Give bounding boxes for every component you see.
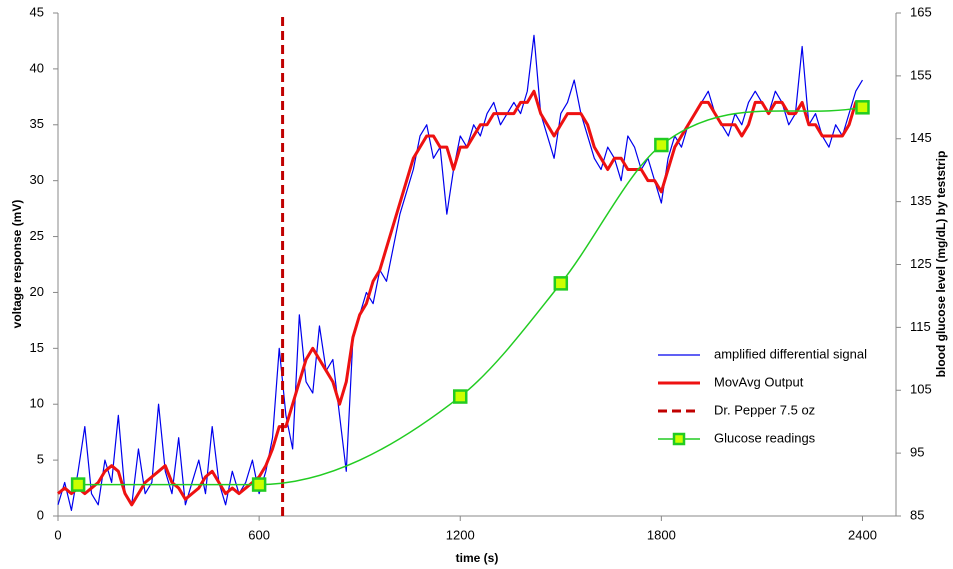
y-tick-label: 0 [37,507,44,522]
y-tick-label: 30 [30,172,44,187]
y-tick-label: 25 [30,228,44,243]
x-tick-label: 2400 [848,527,877,542]
y-tick-label: 35 [30,116,44,131]
x-axis-label: time (s) [456,551,499,565]
marker [251,477,267,492]
legend-label: MovAvg Output [714,374,804,389]
marker [553,276,569,291]
y-axis-label: voltage response (mV) [10,200,24,329]
marker [654,137,669,153]
y-tick-label: 40 [30,60,44,75]
y2-tick-label: 165 [910,4,932,19]
y-tick-label: 15 [30,340,44,355]
y-tick-label: 10 [30,396,44,411]
y2-tick-label: 95 [910,445,924,460]
marker [855,100,870,115]
series-line [57,89,863,507]
y2-tick-label: 85 [910,507,924,522]
y2-tick-label: 115 [910,319,931,334]
x-tick-label: 600 [248,527,270,542]
y2-axis-label: blood glucose level (mg/dL) by teststrip [934,151,948,378]
y-tick-label: 20 [30,284,44,299]
y-tick-label: 5 [37,452,44,467]
legend-label: Glucose readings [714,430,816,445]
series-line [78,106,863,486]
legend-label: Dr. Pepper 7.5 oz [714,402,815,417]
series-line [57,34,863,512]
marker [70,477,86,492]
y2-tick-label: 125 [910,256,932,271]
y2-tick-label: 135 [910,193,932,208]
y2-tick-label: 155 [910,67,932,82]
x-tick-label: 0 [54,527,61,542]
y2-tick-label: 145 [910,130,932,145]
y-tick-label: 45 [30,4,44,19]
legend-marker [672,432,686,446]
x-tick-label: 1800 [647,527,676,542]
marker [452,389,468,404]
y2-tick-label: 105 [910,382,932,397]
legend-label: amplified differential signal [714,346,867,361]
x-tick-label: 1200 [446,527,475,542]
